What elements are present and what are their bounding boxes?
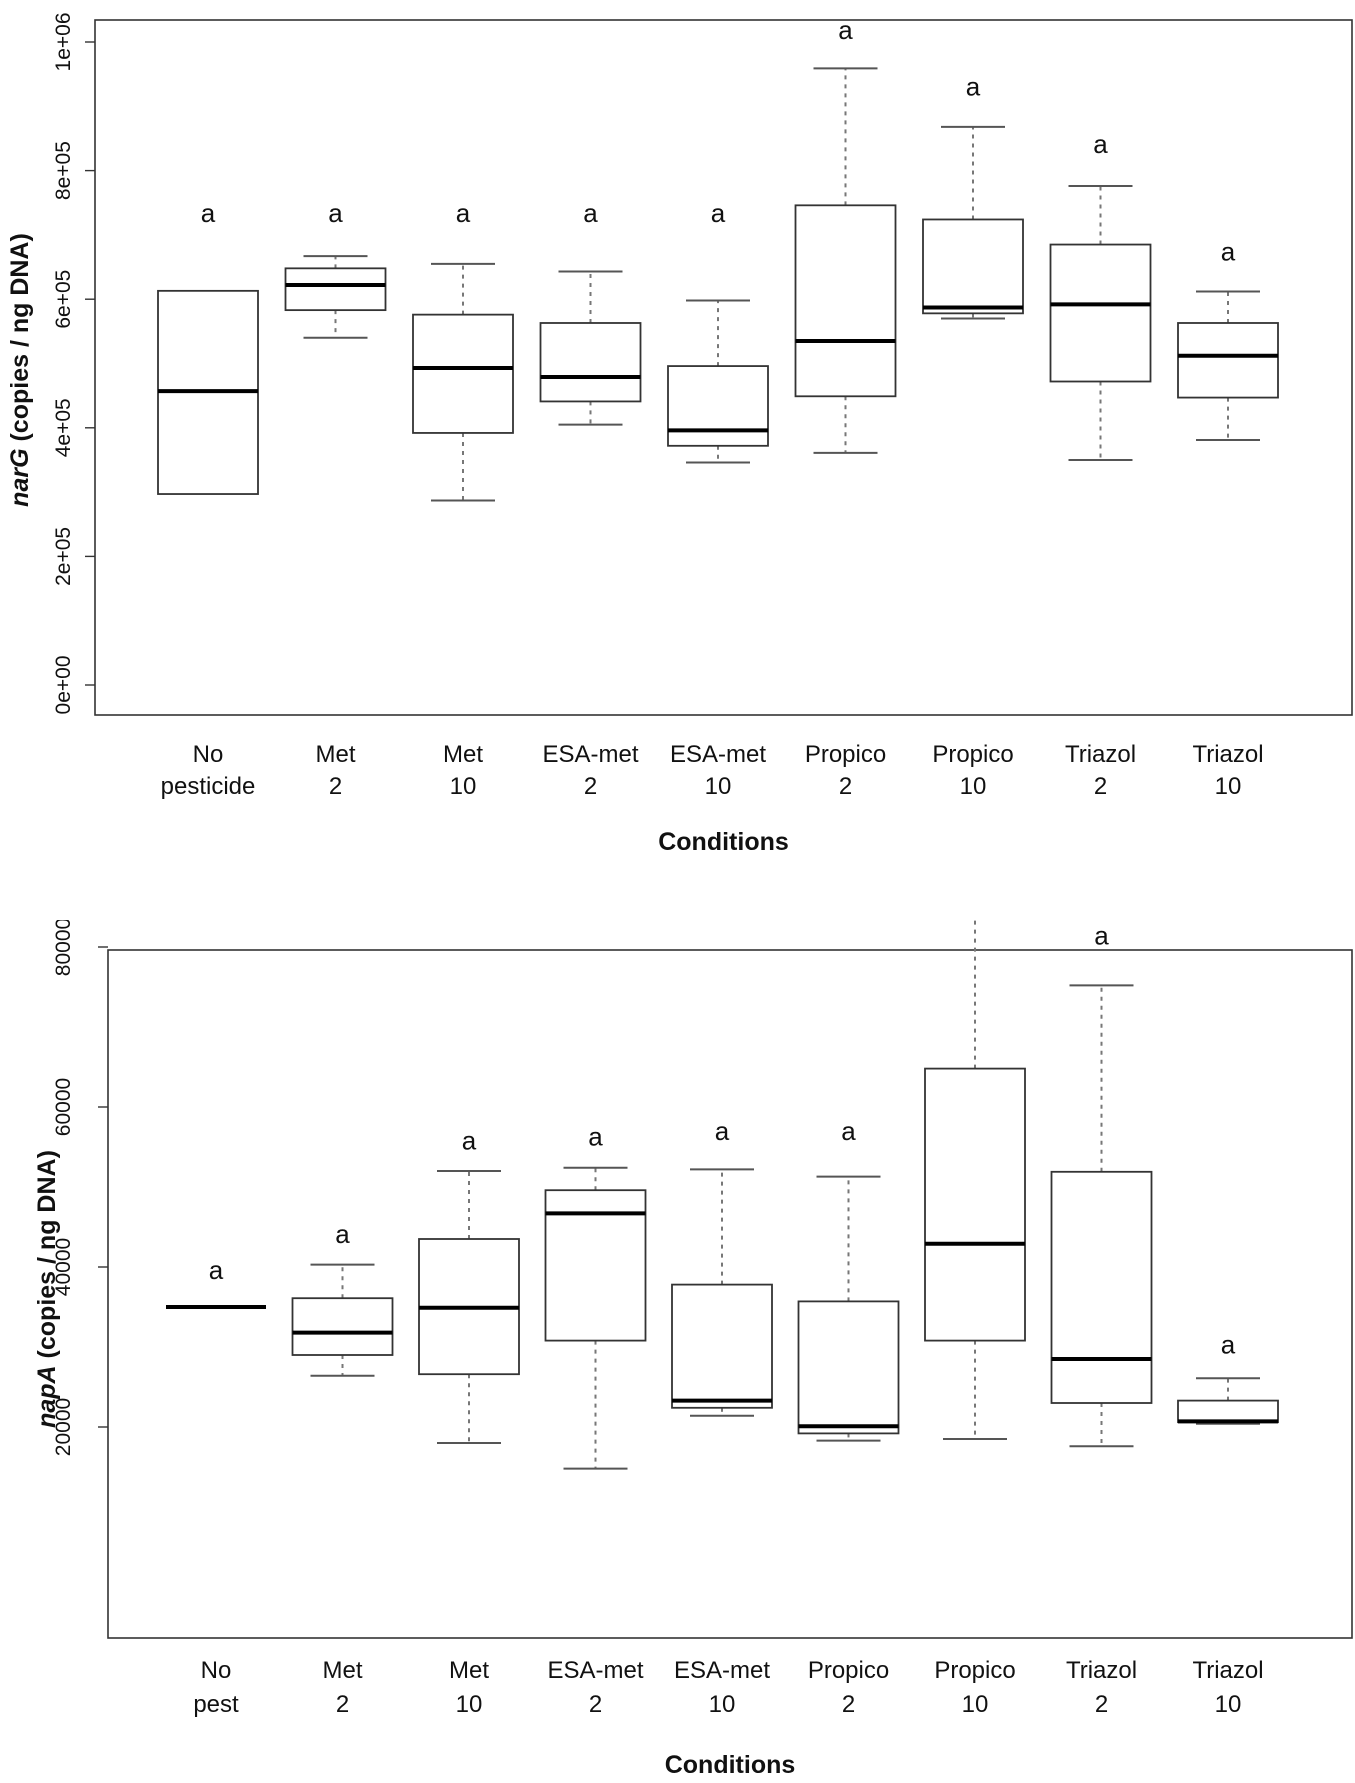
narg-significance-letter: a — [1093, 129, 1108, 159]
napa-xtick-label-line1: ESA-met — [674, 1657, 770, 1684]
napa-xtick-label-line1: ESA-met — [547, 1657, 643, 1684]
napa-box — [924, 1067, 1026, 1342]
napa-ytick-label: 60000 — [52, 1078, 75, 1136]
narg-significance-letter: a — [583, 198, 598, 228]
napa-significance-letter: a — [841, 1116, 856, 1146]
narg-xtick-label-line1: Propico — [932, 741, 1013, 768]
napa-xtick-label-line2: 10 — [456, 1691, 483, 1718]
napa-xtick-label-line2: 2 — [1095, 1691, 1108, 1718]
narg-ytick-label: 8e+05 — [52, 141, 75, 200]
narg-significance-letter: a — [328, 198, 343, 228]
narg-box — [667, 365, 769, 447]
narg-xtick-label-line1: Met — [443, 741, 483, 768]
narg-xtick-label-line2: 2 — [1094, 773, 1107, 800]
narg-xtick-label-line2: 2 — [839, 773, 852, 800]
napa-significance-letter: a — [1094, 921, 1109, 951]
narg-significance-letter: a — [456, 198, 471, 228]
narg-xtick-label-line1: Propico — [805, 741, 886, 768]
napa-plot-frame — [107, 949, 1353, 1639]
narg-xtick-label-line2: 10 — [1215, 773, 1242, 800]
napa-box — [797, 1300, 900, 1435]
napa-significance-letter: a — [715, 1116, 730, 1146]
napa-x-axis-title: Conditions — [665, 1751, 796, 1779]
narg-significance-letter: a — [838, 15, 853, 45]
narg-xtick-label-line1: Met — [315, 741, 355, 768]
napa-box — [1050, 1170, 1153, 1404]
napa-xtick-label-line1: Triazol — [1066, 1657, 1137, 1684]
napa-xtick-label-line1: No — [201, 1657, 232, 1684]
napa-ytick-label: 40000 — [52, 1238, 75, 1296]
napa-xtick-label-line1: Propico — [808, 1657, 889, 1684]
narg-box — [284, 267, 387, 312]
narg-significance-letter: a — [1221, 237, 1236, 267]
narg-plot-frame — [94, 19, 1353, 716]
napa-ytick-label: 80000 — [52, 920, 75, 976]
narg-box — [794, 204, 897, 398]
napa-boxplot-chart: 20000 40000 60000 80000 napA (copies / ng DN… — [33, 920, 1353, 1779]
narg-ytick-label: 6e+05 — [52, 270, 75, 329]
narg-xtick-label-line1: ESA-met — [670, 741, 766, 768]
narg-xtick-label-line1: Triazol — [1065, 741, 1136, 768]
narg-y-axis-title: narG (copies / ng DNA) — [6, 233, 34, 507]
napa-significance-letter: a — [462, 1125, 477, 1155]
narg-xtick-label-line1: No — [193, 741, 224, 768]
narg-ytick-label: 1e+06 — [52, 13, 75, 72]
narg-box — [1049, 243, 1152, 383]
napa-box — [291, 1297, 394, 1356]
narg-boxplot-chart: 0e+00 2e+05 4e+05 6e+05 8e+05 1e+06 narG (copi… — [6, 13, 1353, 856]
napa-box — [1177, 1399, 1279, 1424]
napa-y-axis-units: (copies / ng DNA) — [33, 1150, 61, 1365]
narg-xtick-label-line1: Triazol — [1192, 741, 1263, 768]
napa-significance-letter: a — [209, 1255, 224, 1285]
narg-y-axis-gene: narG — [6, 448, 34, 506]
narg-y-axis-units: (copies / ng DNA) — [6, 233, 34, 448]
napa-xtick-label-line1: Triazol — [1192, 1657, 1263, 1684]
narg-xtick-label-line2: 10 — [705, 773, 732, 800]
narg-box — [539, 322, 642, 403]
narg-ytick-label: 4e+05 — [52, 398, 75, 457]
narg-xtick-label-line2: 2 — [584, 773, 597, 800]
napa-xtick-label-line1: Met — [449, 1657, 489, 1684]
narg-xtick-label-line2: 10 — [960, 773, 987, 800]
narg-box — [412, 313, 514, 434]
napa-significance-letter: a — [588, 1121, 603, 1151]
narg-ytick-label: 2e+05 — [52, 527, 75, 586]
napa-xtick-label-line2: 2 — [842, 1691, 855, 1718]
napa-ytick-label: 20000 — [52, 1398, 75, 1456]
narg-xtick-label-line2: 2 — [329, 773, 342, 800]
napa-xtick-label-line2: 10 — [1215, 1691, 1242, 1718]
narg-box — [1177, 322, 1279, 399]
napa-significance-letter: a — [335, 1219, 350, 1249]
narg-xtick-label-line1: ESA-met — [542, 741, 638, 768]
narg-significance-letter: a — [711, 198, 726, 228]
narg-x-axis-title: Conditions — [658, 828, 789, 856]
narg-box — [922, 218, 1024, 315]
narg-significance-letter: a — [966, 71, 981, 101]
napa-box — [671, 1283, 773, 1409]
narg-significance-letter: a — [201, 198, 216, 228]
napa-xtick-label-line2: 10 — [962, 1691, 989, 1718]
napa-xtick-label-line1: Met — [322, 1657, 362, 1684]
narg-ytick-label: 0e+00 — [52, 656, 75, 715]
napa-xtick-label-line1: Propico — [934, 1657, 1015, 1684]
napa-significance-letter: a — [1221, 1329, 1236, 1359]
napa-xtick-label-line2: 10 — [709, 1691, 736, 1718]
napa-y-axis-title: napA (copies / ng DNA) — [33, 1150, 61, 1428]
narg-xtick-label-line2: pesticide — [161, 773, 256, 800]
napa-xtick-label-line2: 2 — [589, 1691, 602, 1718]
narg-xtick-label-line2: 10 — [450, 773, 477, 800]
napa-y-axis-gene: napA — [33, 1365, 61, 1428]
napa-xtick-label-line2: pest — [193, 1691, 239, 1718]
napa-xtick-label-line2: 2 — [336, 1691, 349, 1718]
